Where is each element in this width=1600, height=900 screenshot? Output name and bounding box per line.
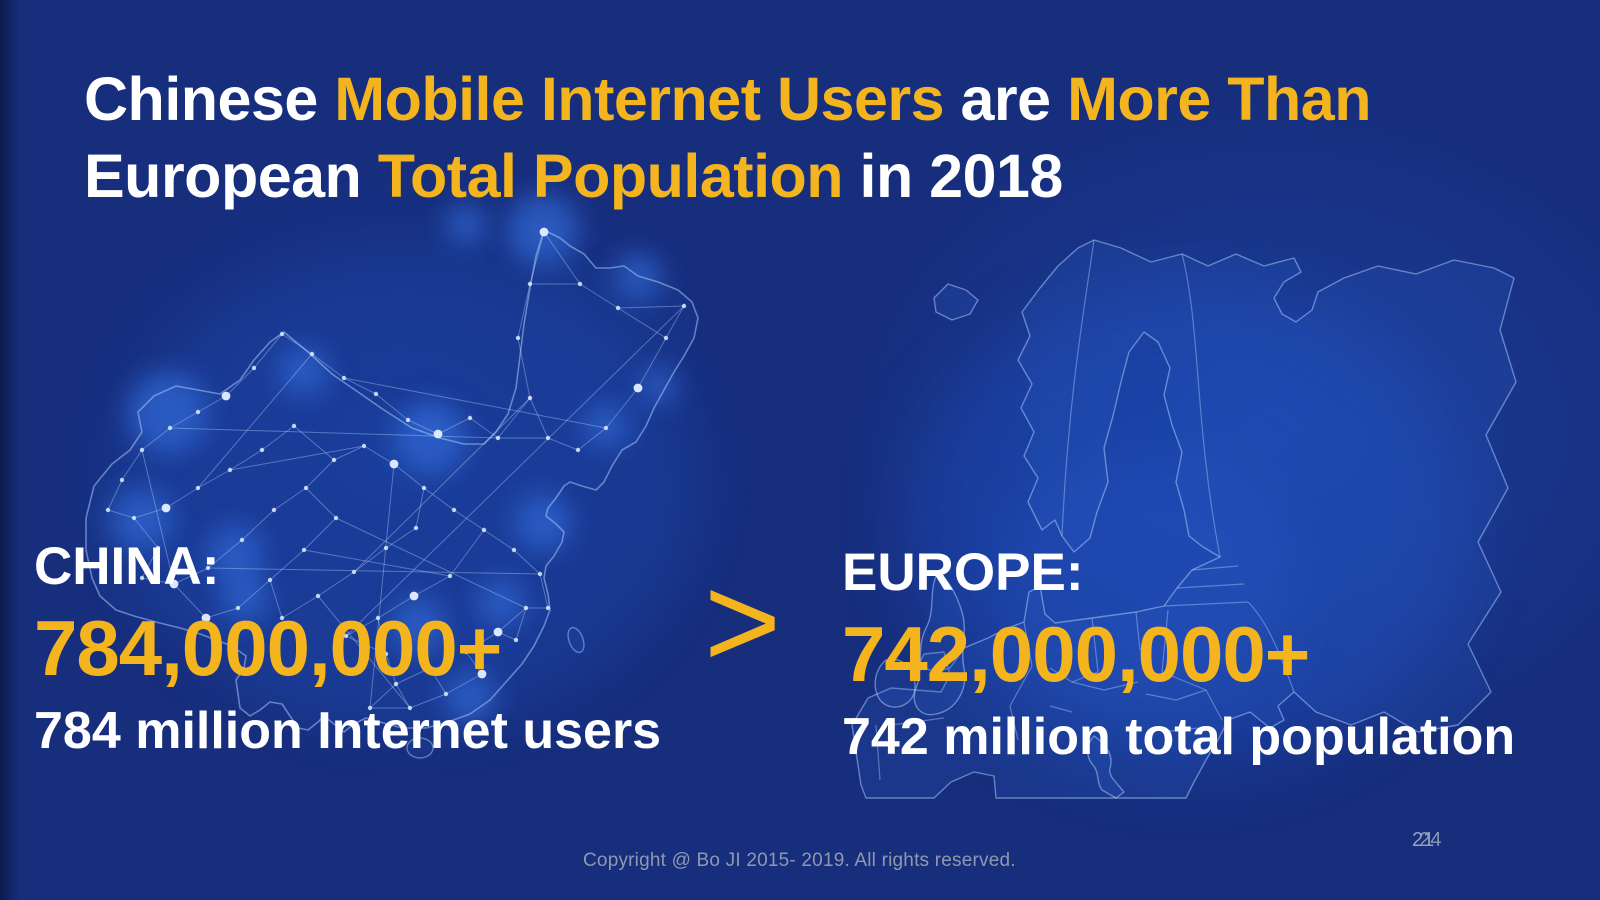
europe-map-svg	[851, 239, 1517, 799]
great-britain-outline	[913, 571, 966, 716]
iceland-outline	[933, 283, 979, 321]
slide-title: Chinese Mobile Internet Users are More T…	[84, 61, 1544, 215]
china-map-svg	[85, 194, 699, 759]
page-number-overlap: 24	[1419, 829, 1442, 851]
taiwan-island	[567, 626, 585, 654]
page-number: 2124	[1412, 829, 1442, 852]
left-edge-shade	[0, 0, 20, 900]
greater-than-symbol: >	[704, 548, 782, 695]
title-line-2: European Total Population in 2018	[84, 141, 1063, 210]
europe-country-borders	[875, 239, 1295, 781]
title-line-1: Chinese Mobile Internet Users are More T…	[84, 64, 1371, 133]
europe-caption: 742 million total population	[842, 708, 1516, 766]
copyright-text: Copyright @ Bo JI 2015- 2019. All rights…	[583, 850, 1016, 871]
china-caption: 784 million Internet users	[34, 702, 662, 760]
europe-label: EUROPE:	[842, 543, 1084, 602]
ireland-outline	[874, 659, 916, 708]
europe-mainland-outline	[851, 239, 1517, 799]
china-network-map	[78, 188, 722, 759]
europe-stats-block: EUROPE: 742,000,000+ 742 million total p…	[842, 546, 1515, 763]
europe-outline-map	[846, 220, 1572, 804]
china-network-web	[105, 227, 687, 711]
china-stats-block: CHINA: 784,000,000+ 784 million Internet…	[34, 540, 661, 757]
china-value: 784,000,000+	[34, 604, 502, 692]
europe-core-glow	[996, 450, 1296, 710]
hainan-island	[406, 737, 434, 759]
italy-outline	[1087, 735, 1125, 799]
page-number-primary: 21	[1412, 829, 1435, 851]
europe-value: 742,000,000+	[842, 610, 1310, 698]
china-label: CHINA:	[34, 537, 220, 596]
